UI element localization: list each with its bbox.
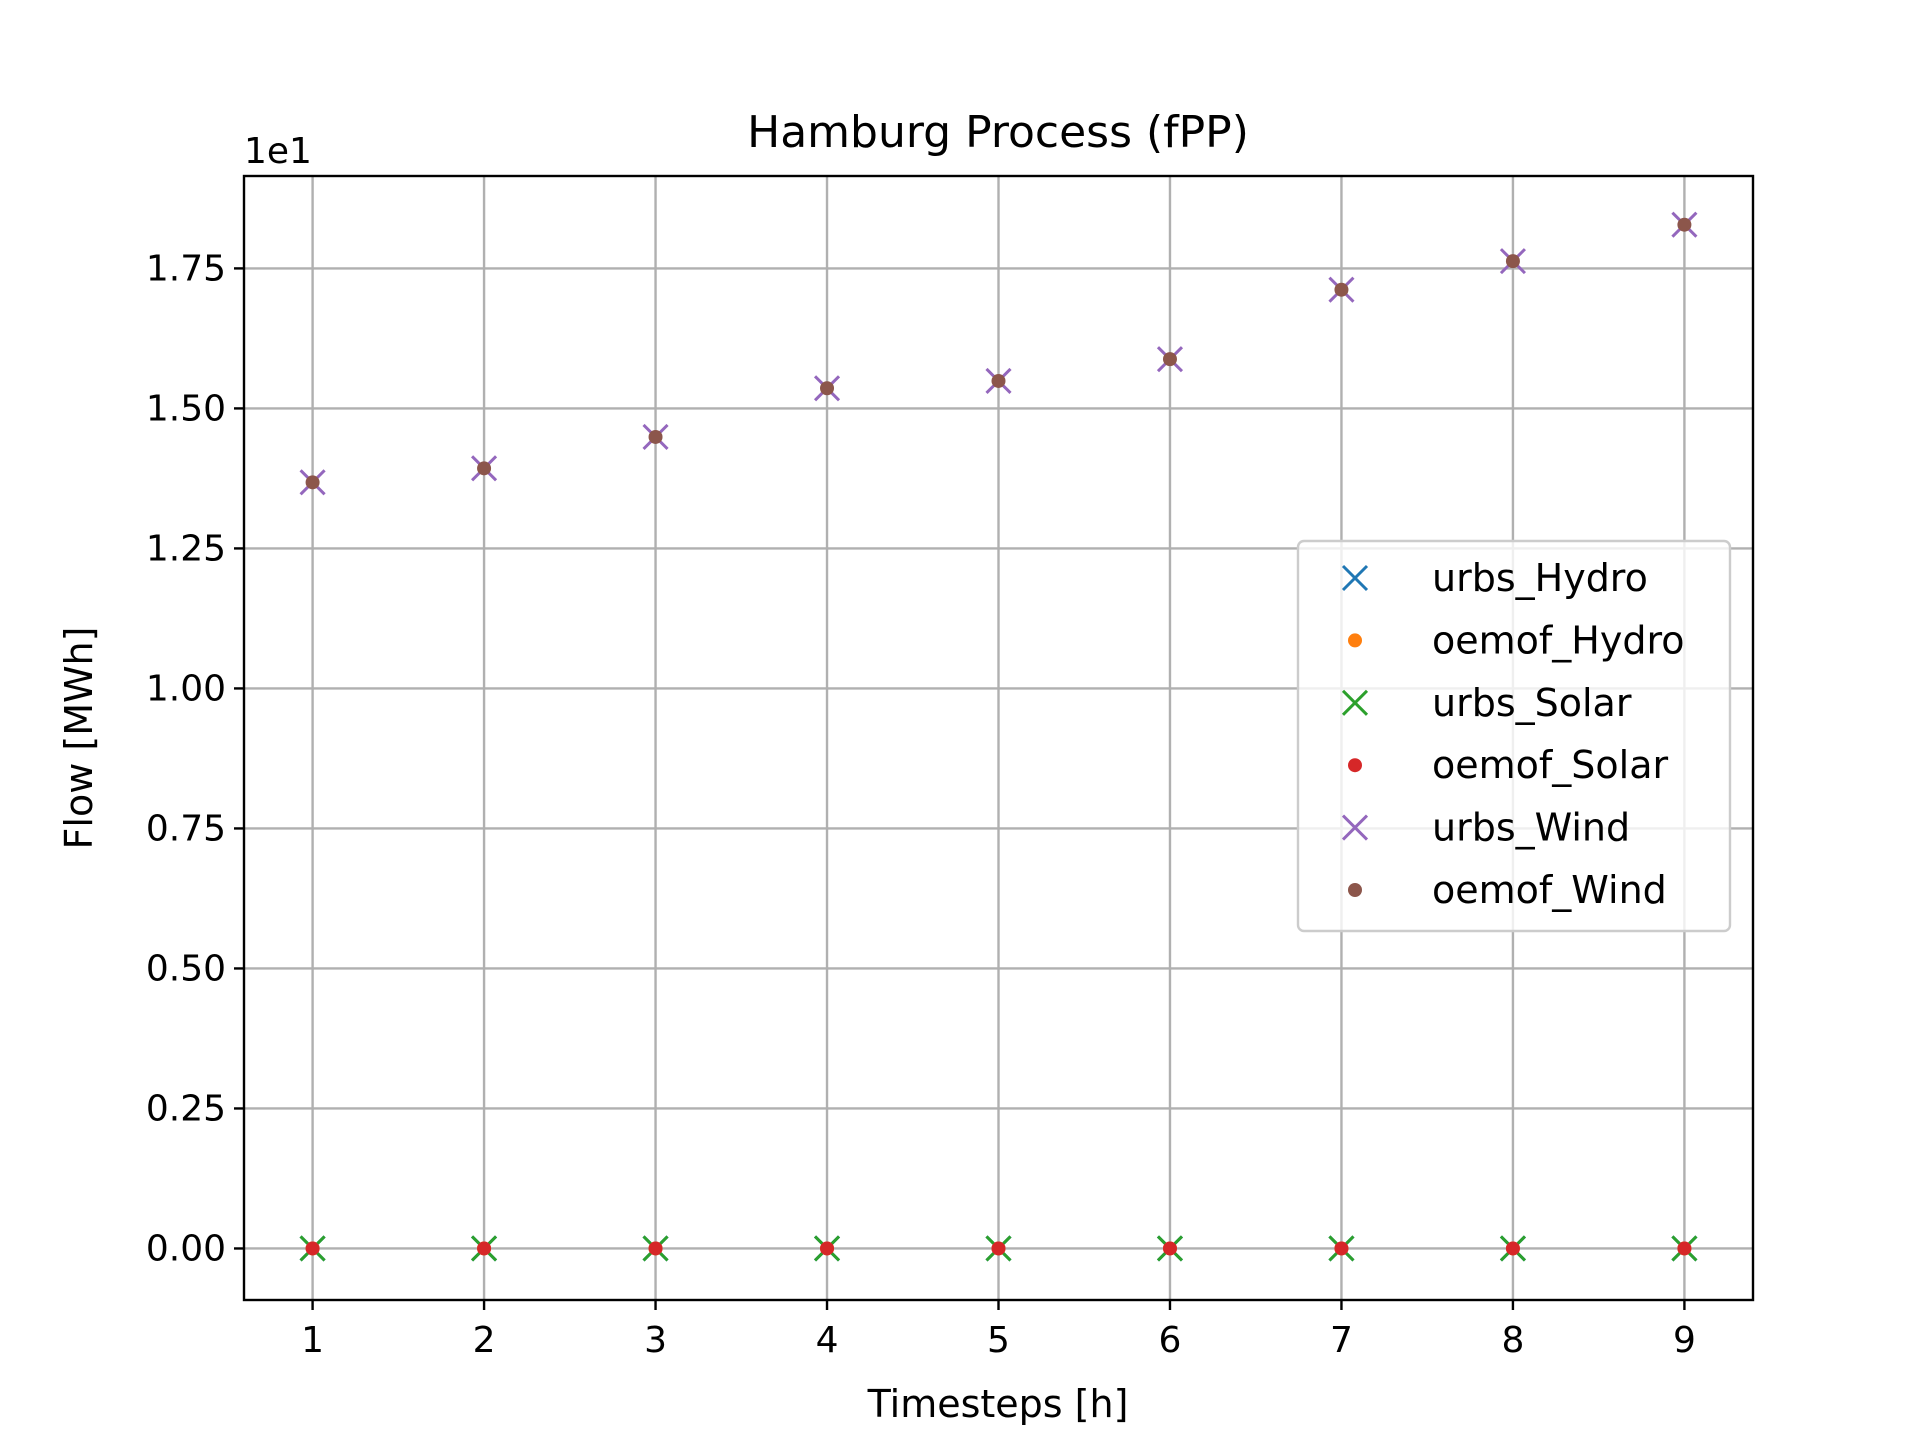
legend-marker	[1341, 689, 1369, 716]
legend-label: urbs_Hydro	[1432, 556, 1648, 600]
data-point	[1334, 1241, 1349, 1256]
y-tick-label: 0.75	[146, 808, 226, 849]
series-oemof_Solar	[305, 1241, 1692, 1256]
data-point	[1677, 217, 1692, 232]
data-point	[991, 373, 1006, 388]
legend-marker	[1341, 814, 1369, 841]
chart-title: Hamburg Process (fPP)	[747, 107, 1249, 158]
y-tick-label: 0.50	[146, 948, 226, 989]
data-point	[820, 1241, 835, 1256]
y-tick-label: 1.75	[146, 248, 226, 289]
legend-entry: oemof_Solar	[1348, 743, 1668, 787]
data-point	[477, 461, 492, 476]
legend-entry: urbs_Wind	[1341, 806, 1630, 850]
data-point	[1334, 282, 1349, 297]
legend-label: oemof_Wind	[1432, 868, 1667, 912]
data-point	[648, 429, 663, 444]
x-tick-label: 8	[1501, 1320, 1524, 1361]
x-tick-label: 5	[987, 1320, 1010, 1361]
x-axis-label: Timesteps [h]	[867, 1382, 1129, 1426]
legend: urbs_Hydro oemof_Hydro urbs_Solar oemof_Sol…	[1296, 539, 1732, 933]
legend-marker	[1348, 883, 1362, 897]
data-point	[305, 475, 320, 490]
x-tick-label: 9	[1673, 1320, 1696, 1361]
data-point	[648, 1241, 663, 1256]
x-tick-label: 3	[644, 1320, 667, 1361]
y-tick-label: 1.00	[146, 668, 226, 709]
legend-label: urbs_Solar	[1432, 681, 1632, 725]
y-offset-text: 1e1	[244, 131, 312, 172]
x-tick-label: 7	[1330, 1320, 1353, 1361]
data-point	[991, 1241, 1006, 1256]
legend-label: oemof_Solar	[1432, 743, 1668, 787]
x-tick-label: 4	[816, 1320, 839, 1361]
data-point	[477, 1241, 492, 1256]
legend-marker	[1348, 758, 1362, 773]
legend-marker	[1348, 633, 1362, 648]
data-marks	[299, 211, 1698, 1262]
y-tick-label: 0.25	[146, 1088, 226, 1129]
data-point	[305, 1241, 320, 1256]
x-tick-label: 6	[1159, 1320, 1182, 1361]
legend-marker	[1341, 564, 1369, 592]
data-point	[1505, 1241, 1520, 1256]
ticks: 1 2 3 4 5 6 7 8 9 0.00 0.25 0.50 0.75 1.00 1.25 1.50 1.7…	[146, 248, 1696, 1361]
data-point	[820, 381, 835, 396]
legend-entry: urbs_Hydro	[1341, 556, 1648, 600]
data-point	[1677, 1241, 1692, 1256]
y-tick-label: 1.50	[146, 388, 226, 429]
legend-entry: urbs_Solar	[1341, 681, 1632, 725]
legend-entry: oemof_Hydro	[1348, 618, 1685, 662]
y-axis-label: Flow [MWh]	[57, 627, 101, 850]
x-tick-label: 2	[473, 1320, 496, 1361]
y-tick-label: 1.25	[146, 528, 226, 569]
data-point	[1162, 352, 1177, 367]
legend-entry: oemof_Wind	[1348, 868, 1667, 912]
legend-box	[1296, 539, 1732, 933]
data-point	[1162, 1241, 1177, 1256]
x-tick-label: 1	[301, 1320, 324, 1361]
legend-label: urbs_Wind	[1432, 806, 1630, 850]
data-point	[1505, 254, 1520, 269]
legend-label: oemof_Hydro	[1432, 618, 1685, 662]
series-oemof_Wind	[305, 217, 1692, 490]
y-tick-label: 0.00	[146, 1228, 226, 1269]
